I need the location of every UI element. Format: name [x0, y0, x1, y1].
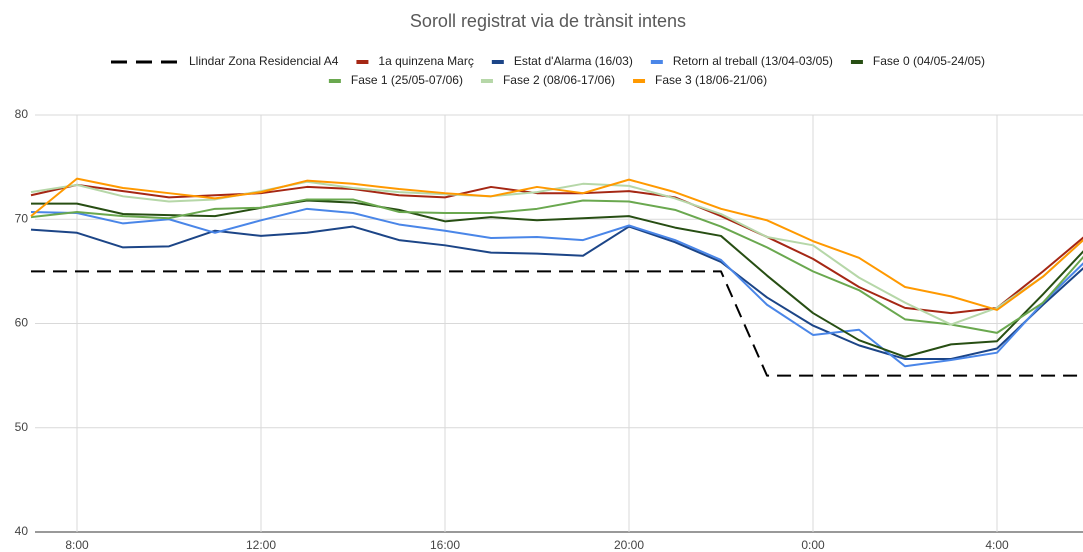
- x-tick-label: 12:00: [246, 538, 276, 552]
- legend-item: Fase 3 (18/06-21/06): [633, 73, 767, 87]
- y-tick-label: 70: [15, 211, 29, 225]
- series-line: [30, 207, 1083, 368]
- legend-item: 1a quinzena Març: [356, 54, 474, 68]
- legend-label: Fase 3 (18/06-21/06): [655, 73, 767, 87]
- y-tick-label: 40: [15, 524, 29, 538]
- x-tick-label: 4:00: [985, 538, 1009, 552]
- series-line: [30, 180, 1083, 326]
- series-line: [30, 183, 1083, 315]
- chart-title: Soroll registrat via de trànsit intens: [410, 11, 686, 31]
- x-tick-label: 0:00: [801, 538, 825, 552]
- y-tick-label: 50: [15, 420, 29, 434]
- legend-label: Fase 1 (25/05-07/06): [351, 73, 463, 87]
- legend-item: Llindar Zona Residencial A4: [110, 54, 339, 68]
- legend-item: Fase 0 (04/05-24/05): [850, 54, 985, 68]
- y-tick-label: 80: [15, 107, 29, 121]
- legend-item: Fase 1 (25/05-07/06): [328, 73, 463, 87]
- y-tick-label: 60: [15, 316, 29, 330]
- legend-label: Fase 2 (08/06-17/06): [503, 73, 615, 87]
- legend-label: Estat d'Alarma (16/03): [514, 54, 633, 68]
- legend: Llindar Zona Residencial A4 1a quinzena M…: [110, 54, 985, 87]
- x-tick-label: 20:00: [614, 538, 644, 552]
- series-line: [30, 225, 1083, 360]
- series-line: [30, 198, 1083, 334]
- legend-label: Retorn al treball (13/04-03/05): [673, 54, 833, 68]
- legend-item: Estat d'Alarma (16/03): [491, 54, 633, 68]
- lines: [30, 177, 1083, 377]
- series-line: [31, 199, 1083, 358]
- series-line: [31, 270, 1083, 377]
- grid: 40 50 60 70 80 8:00 12:00 16:00 20:00 0:00 4:00: [15, 107, 1083, 552]
- legend-label: Llindar Zona Residencial A4: [189, 54, 339, 68]
- legend-item: Retorn al treball (13/04-03/05): [650, 54, 833, 68]
- x-tick-label: 8:00: [65, 538, 89, 552]
- legend-label: Fase 0 (04/05-24/05): [873, 54, 985, 68]
- series-line: [30, 177, 1083, 311]
- x-tick-label: 16:00: [430, 538, 460, 552]
- legend-label: 1a quinzena Març: [378, 54, 473, 68]
- legend-item: Fase 2 (08/06-17/06): [480, 73, 615, 87]
